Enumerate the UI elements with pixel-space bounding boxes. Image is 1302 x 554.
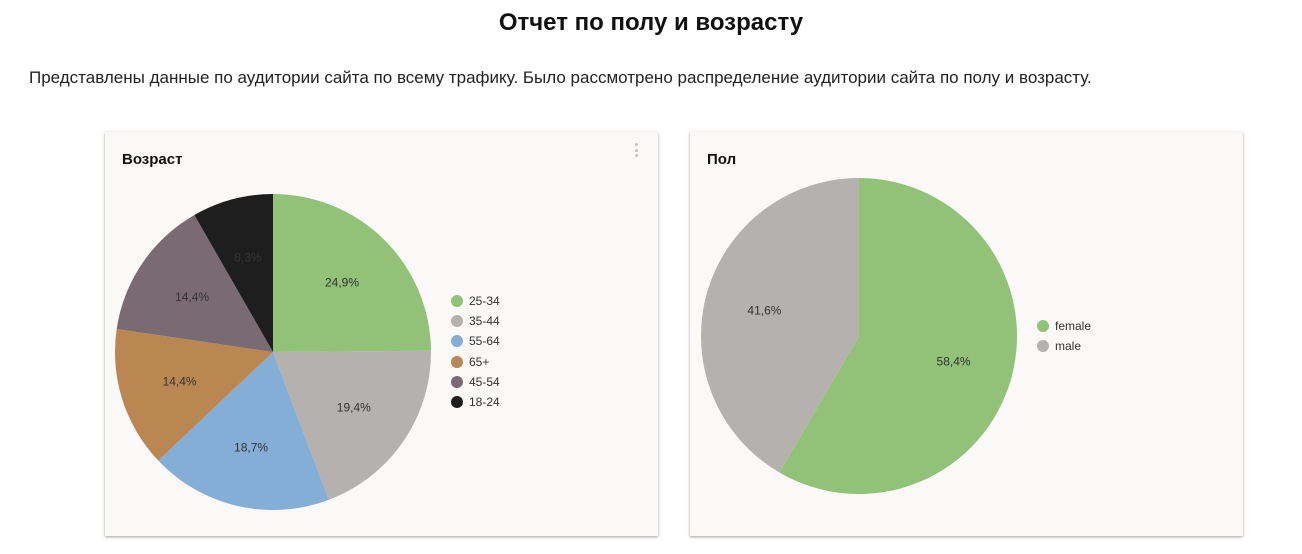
legend-label: 18-24 [469, 395, 500, 410]
age-chart-card: Возраст 24,9% 19,4% 18,7% 14,4% 14,4% 8,3% 25… [105, 132, 658, 536]
gender-chart-legend: female male [1037, 316, 1091, 356]
legend-label: 35-44 [469, 314, 500, 329]
pie-slice-55-64[interactable] [158, 352, 329, 511]
legend-swatch [451, 396, 463, 409]
pie-slice-25-34[interactable] [273, 194, 431, 352]
legend-label: 45-54 [469, 374, 500, 389]
legend-swatch [1037, 340, 1049, 353]
pie-slice-label: 18,7% [234, 440, 268, 454]
legend-swatch [451, 295, 463, 308]
pie-slice-label: 24,9% [325, 275, 359, 289]
legend-swatch [451, 315, 463, 328]
gender-chart-title: Пол [707, 151, 737, 168]
pie-slice-35-44[interactable] [273, 350, 432, 500]
pie-slice-45-54[interactable] [116, 214, 273, 352]
pie-slice-male[interactable] [701, 178, 859, 473]
age-chart-legend: 25-34 35-44 55-64 65+ 45-54 18-24 [451, 291, 500, 412]
legend-item[interactable]: female [1037, 316, 1091, 336]
pie-slice-label: 14,4% [163, 375, 197, 389]
legend-swatch [1037, 320, 1049, 333]
legend-item[interactable]: 18-24 [451, 392, 500, 412]
legend-item[interactable]: male [1037, 336, 1091, 356]
legend-item[interactable]: 55-64 [451, 331, 500, 351]
more-options-icon[interactable] [634, 143, 638, 157]
pie-slice-label: 19,4% [337, 400, 371, 414]
legend-item[interactable]: 65+ [451, 352, 500, 372]
legend-swatch [451, 335, 463, 348]
legend-swatch [451, 375, 463, 388]
legend-label: 55-64 [469, 334, 500, 349]
age-chart-title: Возраст [122, 151, 183, 168]
pie-slice-label: 8,3% [234, 250, 262, 264]
page-title: Отчет по полу и возрасту [498, 9, 804, 36]
pie-slice-label: 58,4% [937, 355, 971, 369]
pie-slice-label: 14,4% [175, 290, 209, 304]
legend-label: 25-34 [469, 294, 500, 309]
legend-label: female [1055, 319, 1092, 334]
report-description: Представлены данные по аудитории сайта п… [29, 68, 1092, 87]
pie-slice-label: 41,6% [747, 303, 781, 317]
legend-item[interactable]: 25-34 [451, 291, 500, 311]
pie-slice-65-[interactable] [114, 329, 273, 461]
gender-pie-chart: 58,4% 41,6% [701, 178, 1017, 494]
pie-slice-female[interactable] [779, 178, 1017, 494]
legend-item[interactable]: 45-54 [451, 372, 500, 392]
age-pie-chart: 24,9% 19,4% 18,7% 14,4% 14,4% 8,3% [114, 194, 432, 511]
gender-chart-card: Пол 58,4% 41,6% female male [690, 132, 1243, 536]
pie-slice-18-24[interactable] [194, 194, 273, 352]
legend-item[interactable]: 35-44 [451, 311, 500, 331]
legend-swatch [451, 355, 463, 368]
legend-label: male [1055, 339, 1082, 354]
legend-label: 65+ [469, 354, 490, 369]
